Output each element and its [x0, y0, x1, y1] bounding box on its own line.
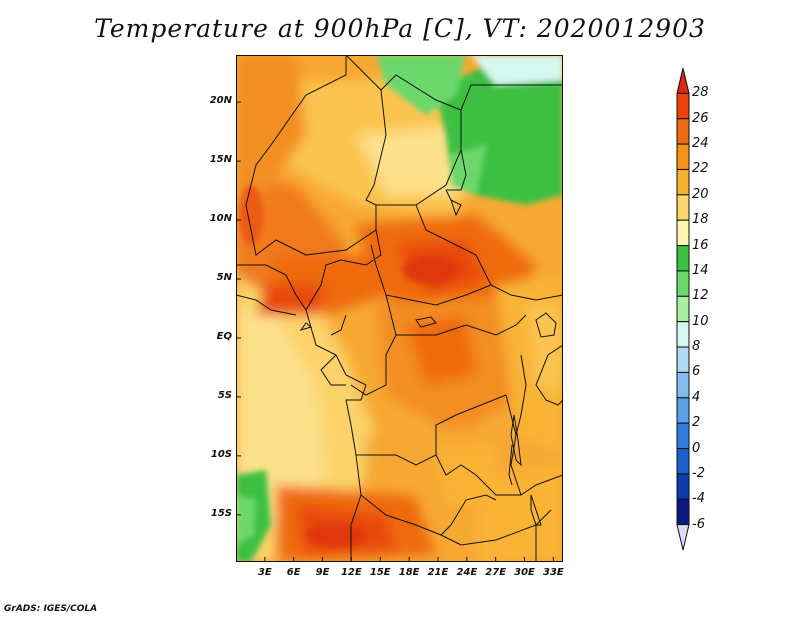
colorbar-swatch [676, 346, 690, 373]
colorbar-level-label: 24 [692, 136, 709, 152]
colorbar-swatch [676, 219, 690, 247]
colorbar-swatch [676, 397, 690, 424]
colorbar-swatch [676, 448, 690, 475]
colorbar-level-label: 6 [692, 364, 701, 380]
lon-tick-label: 24E [456, 567, 478, 578]
colorbar-swatch [676, 473, 690, 500]
lakes-outline [299, 199, 557, 526]
axis-ticks [236, 101, 554, 562]
map-plot [236, 55, 563, 562]
colorbar-level-label: 2 [692, 415, 701, 431]
lon-tick-label: 6E [286, 567, 301, 578]
colorbar-bottom-arrow [676, 524, 690, 551]
colorbar-top-arrow [676, 67, 690, 94]
colorbar-level-label: 12 [692, 288, 709, 304]
colorbar-swatch [676, 295, 690, 323]
map-border [236, 55, 563, 562]
colorbar-swatch [676, 245, 690, 272]
colorbar-level-label: 8 [692, 339, 701, 355]
colorbar-level-label: 26 [692, 110, 709, 126]
colorbar-level-label: 20 [692, 186, 709, 202]
colorbar-swatch [676, 422, 690, 450]
colorbar-swatch [676, 371, 690, 399]
colorbar-level-label: 22 [692, 161, 709, 177]
colorbar-level-label: 28 [692, 85, 709, 101]
colorbar-level-label: -4 [692, 491, 705, 507]
colorbar-level-label: 4 [692, 389, 701, 405]
country-borders [236, 55, 563, 562]
lat-tick-label: 10S [210, 448, 232, 460]
lat-tick-label: 15N [209, 154, 232, 166]
colorbar-level-label: 14 [692, 262, 709, 278]
lon-tick-label: 27E [485, 567, 507, 578]
colorbar-swatch [676, 270, 690, 297]
colorbar-swatch [676, 143, 690, 170]
colorbar-level-label: -2 [692, 465, 705, 481]
lon-tick-label: 30E [514, 567, 535, 578]
lat-tick-label: EQ [216, 330, 232, 342]
lon-tick-label: 9E [315, 567, 330, 578]
colorbar-level-label: 10 [692, 313, 709, 329]
lon-tick-label: 12E [341, 567, 362, 578]
temperature-field [236, 55, 563, 562]
colorbar-level-label: 16 [692, 237, 709, 253]
colorbar-swatch [676, 194, 690, 221]
lon-tick-label: 21E [427, 567, 449, 578]
colorbar-swatch [676, 498, 690, 526]
lon-tick-label: 3E [257, 567, 272, 578]
colorbar-level-label: -6 [692, 516, 705, 532]
colorbar-level-label: 0 [692, 440, 701, 456]
lat-tick-label: 5S [217, 389, 232, 401]
colorbar-swatch [676, 92, 690, 120]
lat-tick-label: 15S [210, 507, 232, 519]
colorbar-swatch [676, 118, 690, 145]
credit-label: GrADS: IGES/COLA [4, 604, 98, 614]
lat-tick-label: 20N [209, 95, 232, 107]
lat-tick-label: 5N [216, 272, 232, 284]
lon-tick-label: 15E [369, 567, 391, 578]
colorbar-level-label: 18 [692, 212, 709, 228]
lon-tick-label: 33E [543, 567, 564, 578]
lon-tick-label: 18E [398, 567, 420, 578]
colorbar-swatch [676, 168, 690, 196]
temperature-map [236, 55, 563, 562]
lat-tick-label: 10N [209, 213, 232, 225]
colorbar-swatch [676, 321, 690, 348]
chart-title: Temperature at 900hPa [C], VT: 202001290… [94, 14, 706, 43]
colorbar [676, 67, 690, 551]
